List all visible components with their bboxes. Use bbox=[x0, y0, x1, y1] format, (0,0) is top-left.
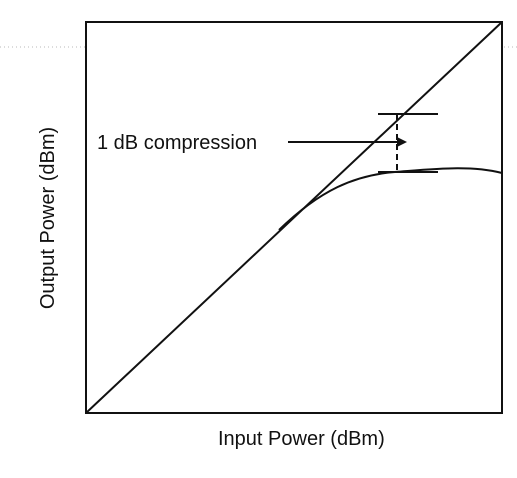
annotation-arrowhead bbox=[397, 137, 407, 147]
x-axis-label: Input Power (dBm) bbox=[218, 428, 385, 450]
y-axis-label: Output Power (dBm) bbox=[37, 126, 59, 310]
compression-annotation-label: 1 dB compression bbox=[97, 132, 258, 154]
